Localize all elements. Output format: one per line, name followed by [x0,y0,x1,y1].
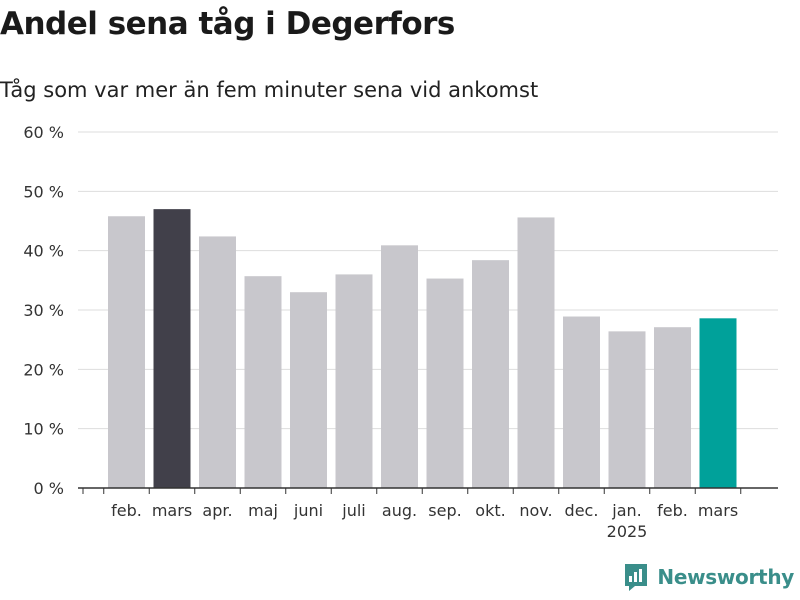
bar [472,260,509,488]
bar [563,316,600,488]
y-axis: 0 % 10 % 20 % 30 % 40 % 50 % 60 % [23,123,64,498]
x-tick-label: nov. [519,501,552,520]
x-tick-label: juli [341,501,365,520]
y-tick-label: 40 % [23,242,64,261]
bar [153,209,191,488]
bar [335,274,373,488]
bar [244,276,282,488]
x-tick-label: okt. [475,501,505,520]
bar [654,327,691,488]
newsworthy-logo-icon [625,564,648,591]
bar [199,236,236,488]
x-tick-label: juni [293,501,323,520]
x-tick-label: maj [248,501,278,520]
x-tick-label: feb. [111,501,142,520]
x-year-label: 2025 [607,522,648,541]
bar [108,216,145,488]
bars [108,209,737,488]
bar-chart: feb. mars apr. maj juni juli aug. sep. okt. nov. d… [23,123,778,541]
x-tick-label: apr. [202,501,232,520]
bar [699,318,737,488]
y-tick-label: 30 % [23,301,64,320]
bar [517,217,555,488]
bar [426,278,464,488]
x-axis: feb. mars apr. maj juni juli aug. sep. okt. nov. d… [78,487,778,541]
bar [290,292,327,488]
x-tick-label: mars [698,501,738,520]
y-tick-label: 60 % [23,123,64,142]
x-tick-label: mars [152,501,192,520]
x-tick-label: dec. [565,501,599,520]
x-tick-label: sep. [428,501,461,520]
bar [608,331,646,488]
y-tick-label: 20 % [23,360,64,379]
x-tick-label: aug. [382,501,417,520]
chart-subtitle: Tåg som var mer än fem minuter sena vid … [0,78,539,102]
y-tick-label: 10 % [23,420,64,439]
y-tick-label: 50 % [23,182,64,201]
brand-name: Newsworthy [657,565,794,589]
chart-title: Andel sena tåg i Degerfors [0,6,455,42]
x-tick-label: feb. [657,501,688,520]
brand-logo: Newsworthy [623,562,794,592]
y-tick-label: 0 % [34,479,64,498]
bar [381,245,418,488]
x-tick-label: jan. [611,501,641,520]
